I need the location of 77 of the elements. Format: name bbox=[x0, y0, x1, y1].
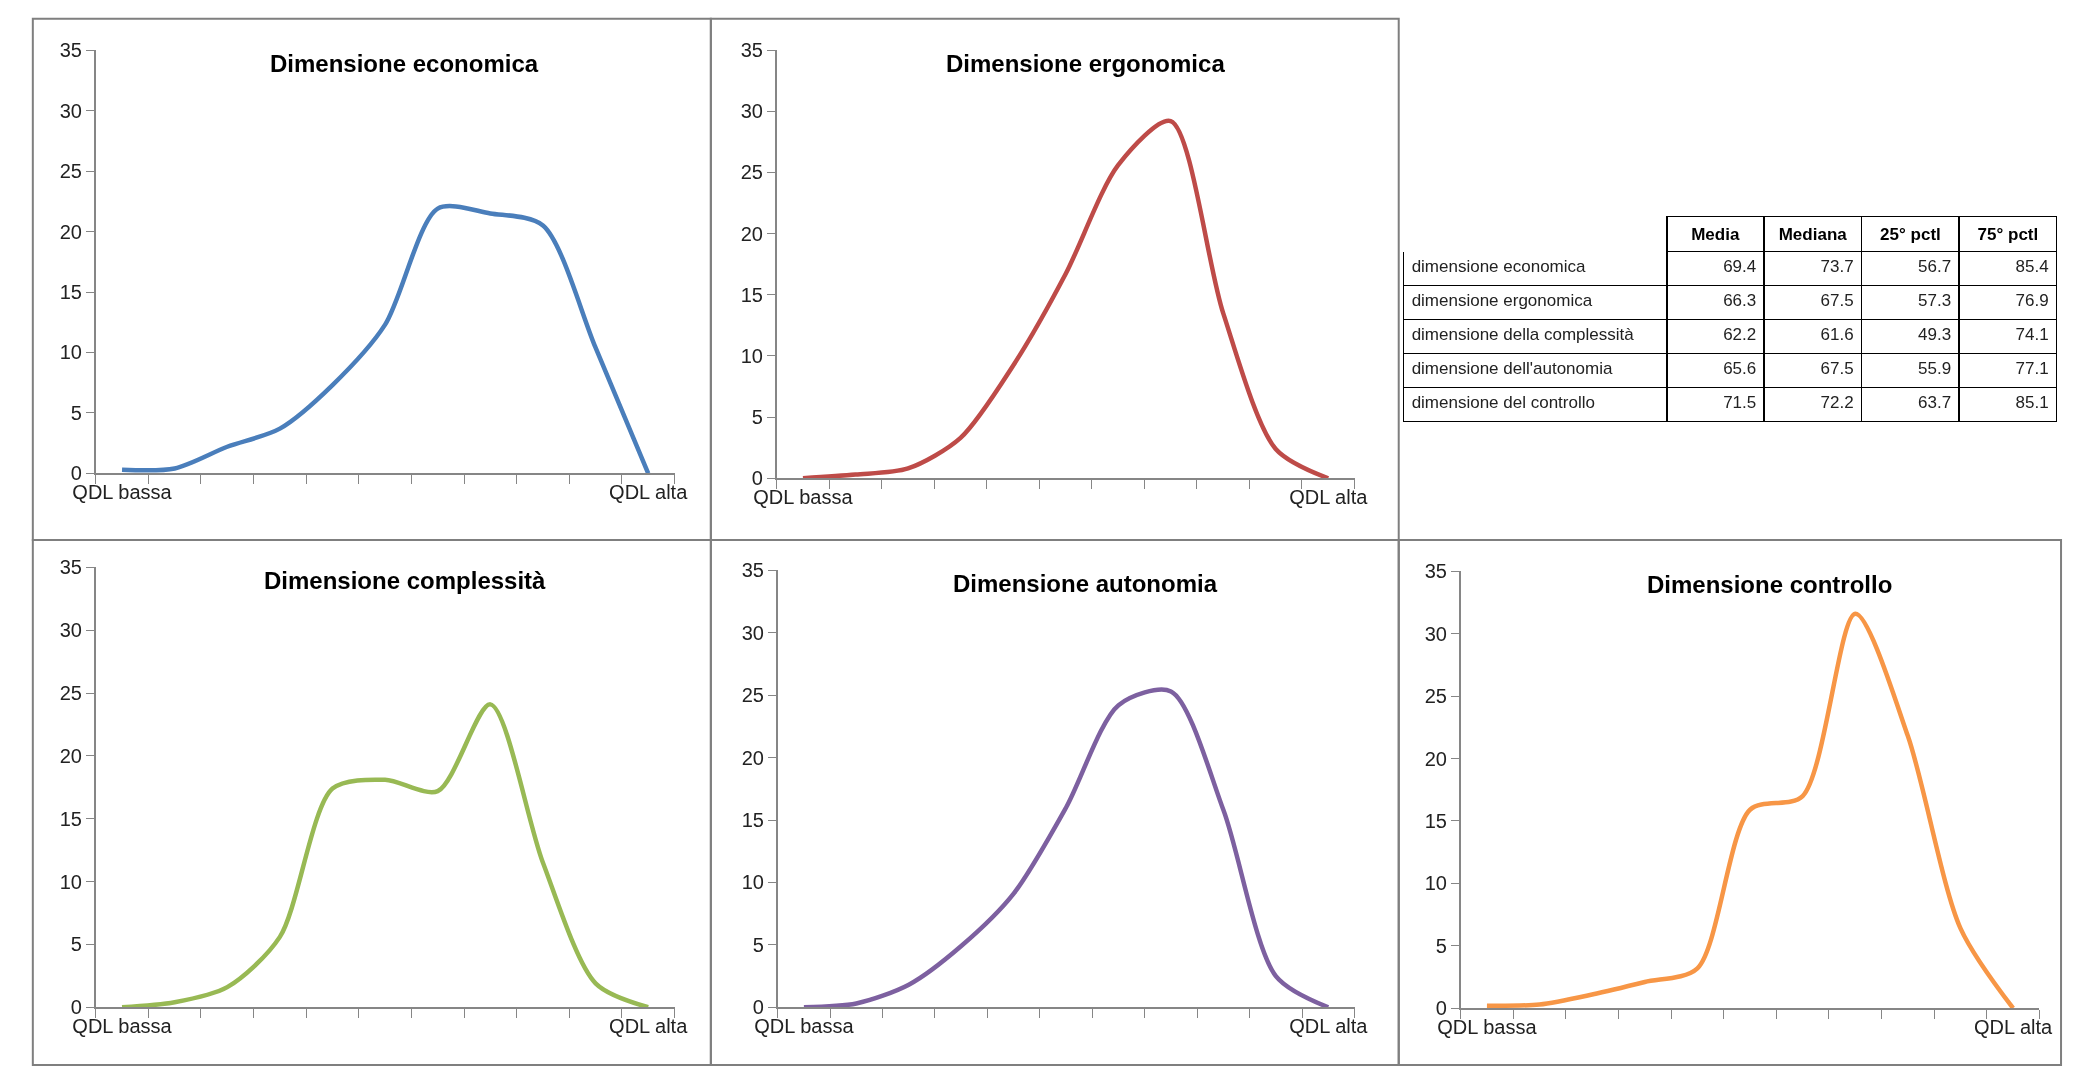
text: 77.1 bbox=[2015, 359, 2049, 379]
text: 67.5 bbox=[1820, 291, 1854, 311]
text: 65.6 bbox=[1723, 359, 1757, 379]
y-tick-label: 25 bbox=[741, 684, 764, 707]
text: 49.3 bbox=[1918, 325, 1952, 345]
y-tick-label: 15 bbox=[59, 281, 82, 303]
y-tick-label: 15 bbox=[740, 283, 763, 306]
y-tick-label: 25 bbox=[740, 161, 763, 184]
y-tick-label: 5 bbox=[752, 933, 764, 956]
category-label: 25° pctl bbox=[1880, 224, 1941, 244]
text: 55.9 bbox=[1918, 359, 1952, 379]
y-tick-label: 35 bbox=[59, 556, 82, 579]
y-tick-label: 5 bbox=[1435, 934, 1447, 957]
y-tick-label: 30 bbox=[59, 99, 82, 122]
y-tick-label: 15 bbox=[59, 807, 82, 830]
y-tick-label: 10 bbox=[59, 870, 82, 893]
y-tick-label: 5 bbox=[751, 406, 763, 429]
chart-title: Dimensione complessità bbox=[264, 567, 547, 594]
text: 73.7 bbox=[1820, 257, 1854, 277]
y-tick-label: 35 bbox=[740, 39, 763, 62]
y-tick-label: 20 bbox=[59, 744, 82, 767]
category-label: dimensione ergonomica bbox=[1411, 291, 1593, 311]
text: 62.2 bbox=[1723, 325, 1757, 345]
x-tick-label: QDL alta bbox=[1289, 1014, 1369, 1037]
x-tick-label: QDL alta bbox=[609, 1014, 689, 1037]
y-tick-label: 20 bbox=[740, 222, 763, 245]
category-label: 75° pctl bbox=[1977, 224, 2039, 244]
text: 56.7 bbox=[1918, 257, 1952, 277]
y-tick-label: 35 bbox=[741, 559, 764, 582]
y-tick-label: 35 bbox=[1424, 560, 1447, 583]
y-tick-label: 30 bbox=[741, 621, 764, 644]
category-label: Mediana bbox=[1778, 224, 1848, 244]
x-tick-label: QDL alta bbox=[609, 481, 689, 504]
text: 74.1 bbox=[2015, 325, 2049, 345]
y-tick-label: 20 bbox=[59, 220, 82, 243]
chart-title: Dimensione autonomia bbox=[953, 570, 1218, 597]
y-tick-label: 20 bbox=[1424, 747, 1447, 770]
y-tick-label: 10 bbox=[1424, 872, 1447, 895]
category-label: dimensione dell'autonomia bbox=[1411, 359, 1613, 379]
y-tick-label: 25 bbox=[1424, 685, 1447, 708]
text: 69.4 bbox=[1723, 257, 1757, 277]
text: 71.5 bbox=[1723, 393, 1757, 413]
y-tick-label: 10 bbox=[59, 341, 82, 364]
text: 72.2 bbox=[1820, 393, 1854, 413]
x-tick-label: QDL alta bbox=[1974, 1015, 2054, 1038]
y-tick-label: 10 bbox=[740, 344, 763, 367]
category-label: dimensione economica bbox=[1411, 257, 1586, 277]
y-tick-label: 25 bbox=[59, 160, 82, 183]
text: 85.4 bbox=[2015, 257, 2049, 277]
text: 57.3 bbox=[1918, 291, 1952, 311]
chart-title: Dimensione ergonomica bbox=[946, 50, 1226, 77]
y-tick-label: 20 bbox=[741, 746, 764, 769]
category-label: Media bbox=[1691, 224, 1740, 244]
x-tick-label: QDL alta bbox=[1289, 486, 1369, 509]
y-tick-label: 5 bbox=[70, 401, 82, 424]
text: 66.3 bbox=[1723, 291, 1757, 311]
y-tick-label: 30 bbox=[1424, 622, 1447, 645]
text: 63.7 bbox=[1918, 393, 1952, 413]
y-tick-label: 30 bbox=[740, 100, 763, 123]
line-series bbox=[800, 118, 1331, 479]
y-tick-label: 15 bbox=[741, 809, 764, 832]
y-tick-label: 10 bbox=[741, 871, 764, 894]
chart-title: Dimensione economica bbox=[270, 50, 539, 77]
y-tick-label: 15 bbox=[1424, 809, 1447, 832]
line-series bbox=[119, 702, 651, 1008]
y-tick-label: 30 bbox=[59, 619, 82, 642]
text: 76.9 bbox=[2015, 291, 2049, 311]
y-tick-label: 5 bbox=[70, 933, 82, 956]
text: 67.5 bbox=[1820, 359, 1854, 379]
line-series bbox=[1484, 611, 2016, 1009]
category-label: dimensione del controllo bbox=[1411, 393, 1595, 413]
y-tick-label: 25 bbox=[59, 682, 82, 705]
category-label: dimensione della complessità bbox=[1411, 325, 1634, 345]
text: 85.1 bbox=[2015, 393, 2049, 413]
text: 61.6 bbox=[1820, 325, 1854, 345]
chart-title: Dimensione controllo bbox=[1647, 571, 1893, 598]
y-tick-label: 35 bbox=[59, 39, 82, 62]
